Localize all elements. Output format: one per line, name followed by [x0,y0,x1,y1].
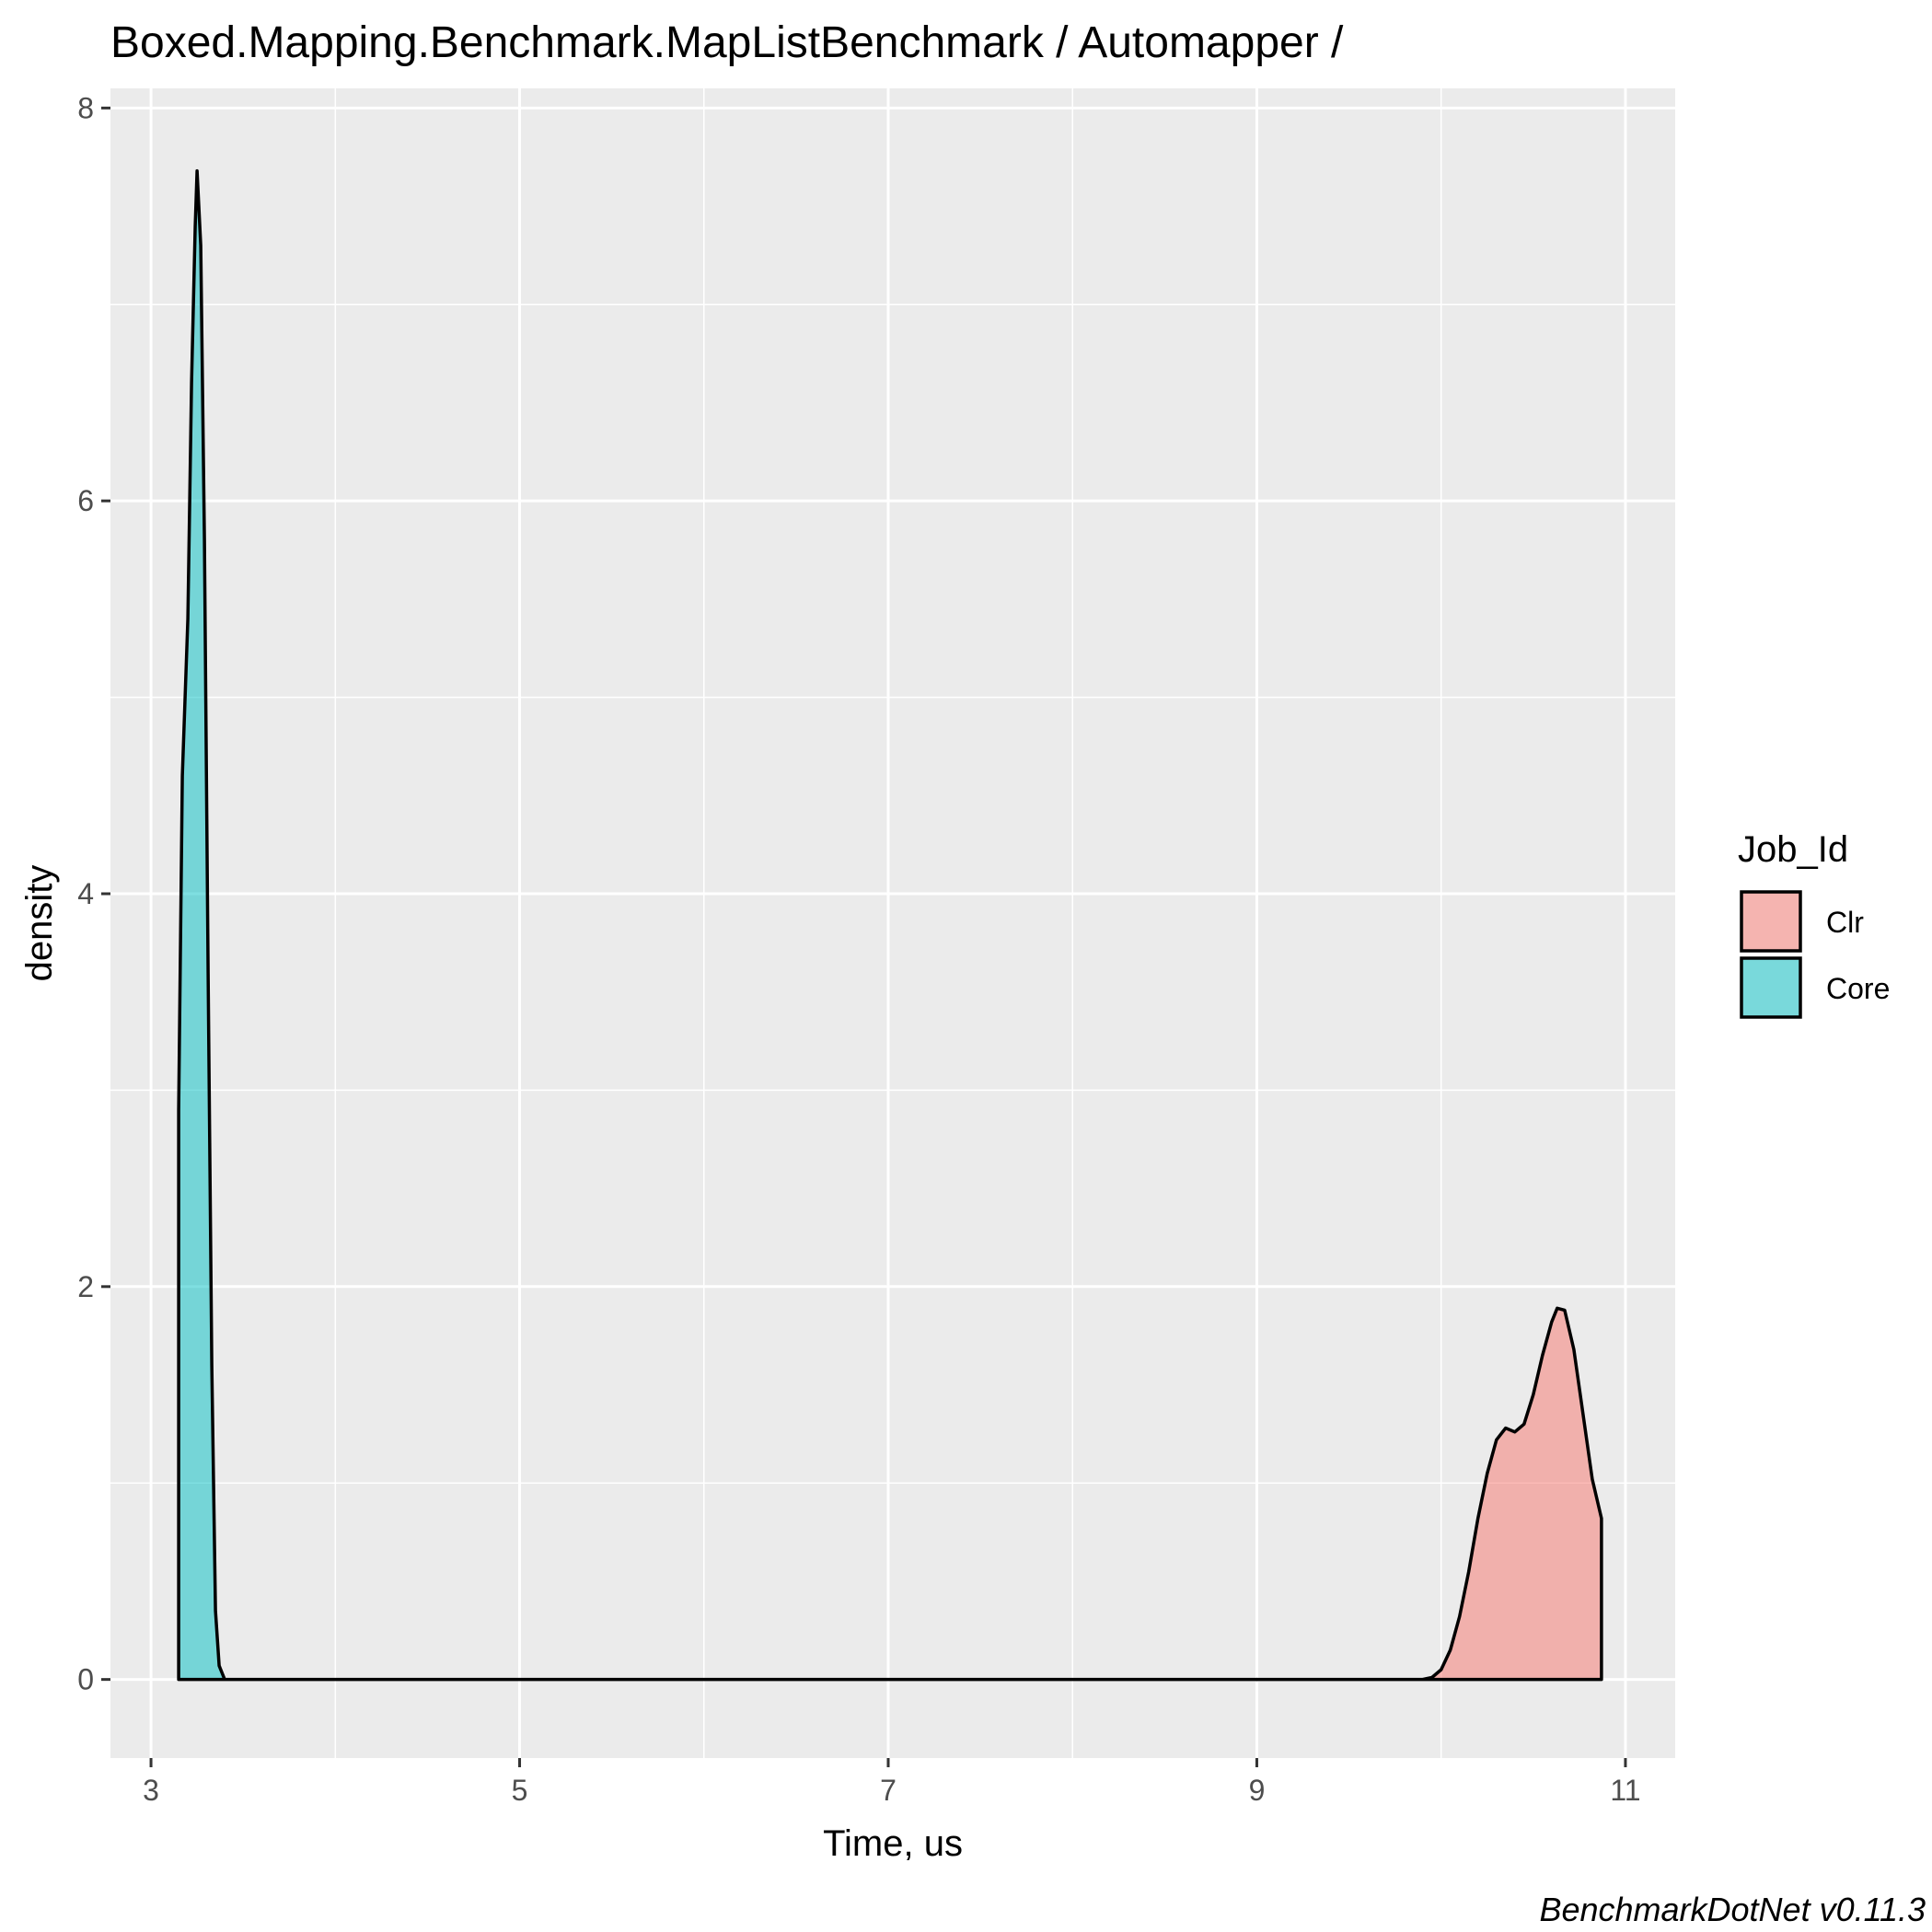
x-tick-label: 5 [512,1774,528,1807]
x-tick-label: 7 [880,1774,897,1807]
legend-key-clr [1740,890,1802,953]
legend-label-clr: Clr [1826,906,1864,939]
y-axis: 0 2 4 6 8 [77,91,110,1696]
caption: BenchmarkDotNet v0.11.3 [1539,1891,1926,1928]
legend-label-core: Core [1826,972,1890,1005]
chart-title: Boxed.Mapping.Benchmark.MapListBenchmark… [110,18,1344,67]
y-tick-label: 8 [77,91,94,124]
legend: Job_Id Clr Core [1738,829,1890,1019]
x-tick-label: 9 [1249,1774,1266,1807]
grid-minor [110,88,1675,1758]
x-axis-title: Time, us [823,1823,963,1864]
legend-title: Job_Id [1738,829,1848,870]
series-layer [177,168,1603,1682]
y-tick-label: 6 [77,484,94,517]
y-tick-label: 2 [77,1270,94,1303]
y-tick-label: 0 [77,1663,94,1696]
plot-panel [110,88,1675,1758]
density-area-core [177,168,1259,1682]
y-tick-label: 4 [77,877,94,910]
x-tick-label: 3 [143,1774,159,1807]
x-tick-label: 11 [1610,1774,1640,1807]
x-axis: 3 5 7 9 11 [143,1758,1641,1807]
legend-key-core [1740,956,1802,1019]
y-axis-title: density [19,865,60,982]
density-area-clr [1255,1306,1603,1682]
